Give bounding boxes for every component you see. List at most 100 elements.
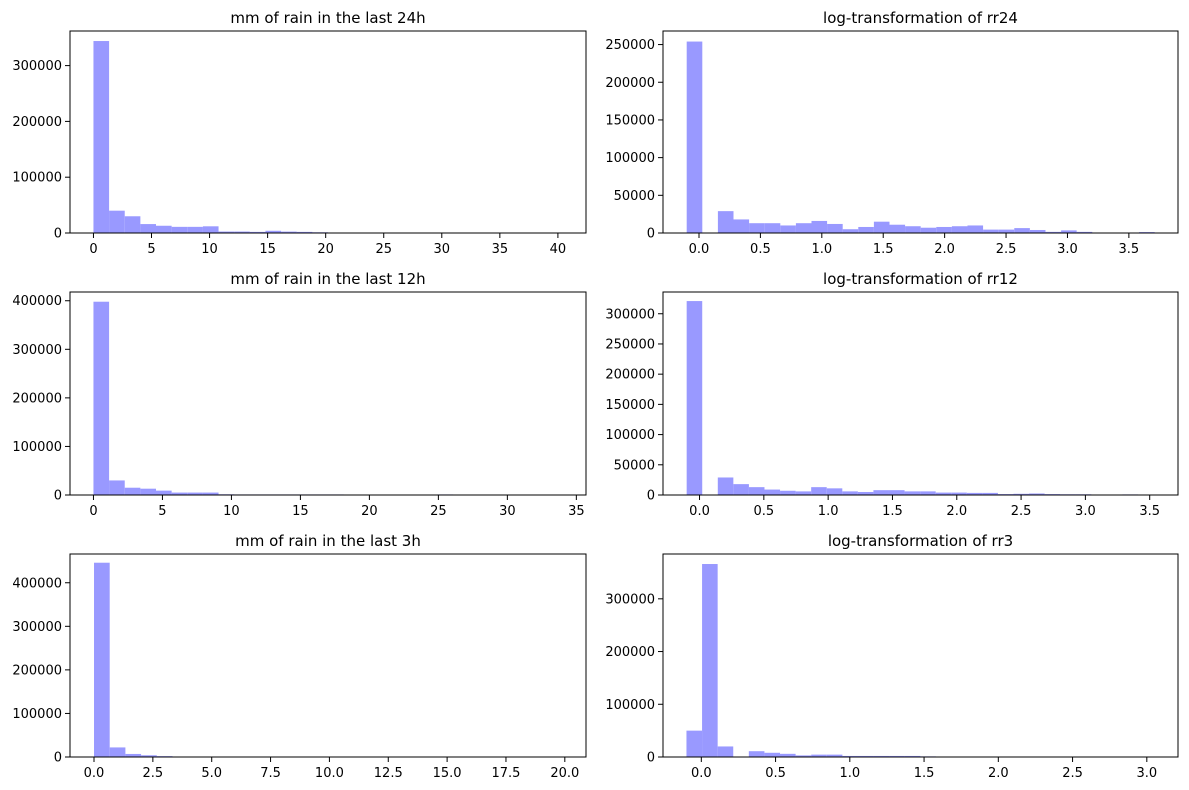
histogram-bar (296, 231, 313, 233)
x-tick-label: 1.0 (818, 504, 839, 519)
histogram-bar (202, 226, 219, 233)
histogram-bar (733, 219, 750, 233)
x-tick-label: 2.5 (1062, 766, 1083, 781)
x-tick-label: 20 (317, 242, 334, 257)
histogram-bar (811, 220, 828, 233)
histogram-bar (218, 231, 235, 233)
histogram-bar (795, 755, 812, 757)
y-tick-label: 150000 (605, 398, 655, 413)
histogram-bar (966, 492, 983, 495)
histogram-bar (857, 491, 874, 495)
subplot-4: 0.0 2.5 5.0 7.5 10.0 12.5 15.0 17.5 20.0 0 100000 2… (12, 532, 587, 781)
x-tick-label: 17.5 (491, 766, 520, 781)
histogram-bar (889, 755, 905, 757)
x-tick-label: 2.5 (996, 242, 1017, 257)
histogram-bar (998, 229, 1015, 233)
x-tick-label: 0 (89, 504, 97, 519)
y-tick-label: 300000 (605, 592, 655, 607)
histogram-bar (93, 41, 110, 233)
x-tick-label: 0.5 (750, 242, 771, 257)
chart-title: mm of rain in the last 24h (230, 9, 425, 27)
histogram-bar (1014, 228, 1030, 233)
histogram-bar (109, 210, 125, 233)
chart-title: mm of rain in the last 3h (235, 532, 421, 550)
y-tick-label: 0 (647, 227, 655, 242)
y-tick-label: 150000 (605, 113, 655, 128)
x-tick-label: 12.5 (374, 766, 403, 781)
histogram-bar (889, 224, 906, 233)
histogram-bar (109, 480, 125, 495)
x-tick-label: 3.0 (1075, 504, 1096, 519)
histogram-bar (904, 491, 921, 496)
x-tick-label: 1.0 (811, 242, 832, 257)
histogram-bar (94, 562, 110, 757)
chart-title: log-transformation of rr24 (823, 9, 1018, 27)
histogram-bar (140, 488, 156, 495)
y-tick-label: 200000 (12, 663, 62, 678)
histogram-bar (842, 755, 858, 757)
histogram-bar (281, 231, 297, 233)
histogram-bar (967, 225, 984, 233)
x-tick-label: 25 (430, 504, 447, 519)
subplot-0: 0 5 10 15 20 25 30 35 40 0 100000 200000 300000 mm of… (12, 9, 587, 257)
x-tick-label: 0.0 (691, 766, 712, 781)
y-tick-label: 300000 (12, 620, 62, 635)
x-tick-label: 2.0 (946, 504, 967, 519)
histogram-bar (125, 753, 142, 757)
histogram-bar (93, 301, 110, 495)
histogram-bar (888, 490, 905, 495)
y-tick-label: 100000 (605, 151, 655, 166)
histogram-bar (873, 221, 890, 233)
x-tick-label: 3.5 (1139, 504, 1160, 519)
axes-frame (69, 30, 587, 234)
histogram-bar (780, 490, 796, 495)
histogram-bar (265, 230, 282, 233)
x-tick-label: 1.5 (873, 242, 894, 257)
y-tick-label: 100000 (12, 171, 62, 186)
y-tick-label: 200000 (605, 76, 655, 91)
histogram-bar (780, 225, 796, 233)
y-tick-label: 0 (647, 489, 655, 504)
histogram-bar (749, 223, 765, 233)
x-tick-label: 2.0 (988, 766, 1009, 781)
y-tick-label: 50000 (614, 189, 655, 204)
x-tick-label: 0.5 (765, 766, 786, 781)
histogram-bar (124, 487, 141, 495)
x-tick-label: 3.5 (1119, 242, 1140, 257)
histogram-bar (795, 223, 812, 233)
histogram-bar (686, 730, 703, 757)
x-tick-label: 5.0 (201, 766, 222, 781)
histogram-bar (249, 231, 266, 233)
histogram-bar (234, 231, 250, 233)
y-tick-label: 200000 (605, 645, 655, 660)
y-tick-label: 200000 (12, 115, 62, 130)
x-tick-label: 1.5 (882, 504, 903, 519)
x-tick-label: 10 (223, 504, 240, 519)
histogram-bar (202, 492, 219, 495)
histogram-bar (171, 226, 188, 233)
y-tick-label: 100000 (12, 707, 62, 722)
histogram-bar (187, 492, 203, 495)
x-tick-label: 35 (568, 504, 585, 519)
histogram-bar (951, 226, 968, 233)
histogram-bar (780, 753, 796, 757)
histogram-bar (795, 491, 812, 496)
histogram-bar (717, 746, 734, 757)
x-tick-label: 20 (361, 504, 378, 519)
histogram-bar (982, 492, 998, 495)
y-tick-label: 300000 (12, 343, 62, 358)
x-tick-label: 35 (492, 242, 509, 257)
histogram-bar (1029, 229, 1046, 233)
axes-frame (662, 291, 1179, 496)
histogram-bar (717, 477, 734, 495)
x-tick-label: 15 (259, 242, 276, 257)
histogram-bar (826, 754, 843, 757)
x-tick-label: 40 (550, 242, 567, 257)
y-tick-label: 0 (54, 751, 62, 766)
x-tick-label: 30 (499, 504, 516, 519)
histogram-bar (1029, 493, 1045, 495)
histogram-bar (748, 751, 765, 757)
histogram-bar (827, 223, 843, 233)
y-tick-label: 100000 (605, 428, 655, 443)
histogram-bar (905, 226, 921, 233)
